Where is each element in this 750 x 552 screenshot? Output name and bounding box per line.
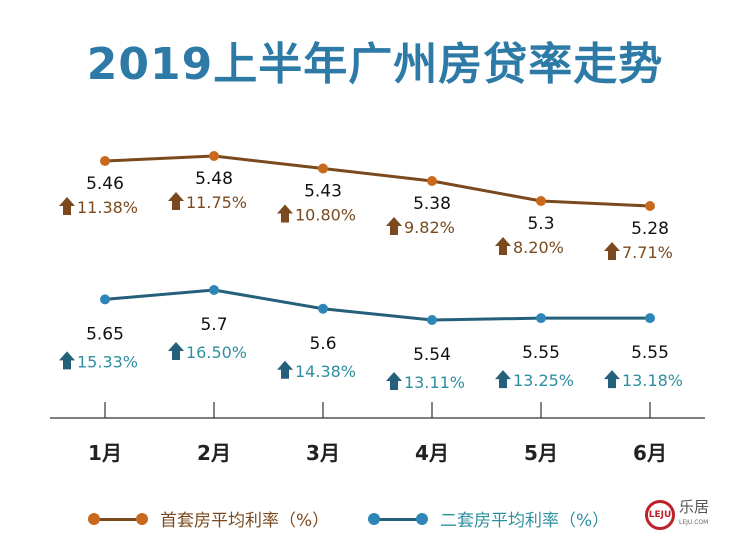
data-label: 5.6 xyxy=(309,334,336,354)
x-tick-label: 6月 xyxy=(633,441,667,465)
x-tick-label: 4月 xyxy=(415,441,449,465)
data-label: 5.55 xyxy=(631,343,669,363)
data-point xyxy=(100,294,110,305)
change-label: 11.75% xyxy=(186,193,247,212)
logo-sub: LEJU.COM xyxy=(679,519,709,526)
up-arrow-icon xyxy=(386,372,402,390)
legend-label: 首套房平均利率（%） xyxy=(160,511,330,531)
change-label: 8.20% xyxy=(513,238,564,257)
data-label: 5.46 xyxy=(86,174,124,194)
up-arrow-icon xyxy=(59,351,75,370)
data-point xyxy=(536,313,546,324)
up-arrow-icon xyxy=(277,204,293,223)
logo-mark: LEJU xyxy=(645,500,675,530)
data-point xyxy=(318,303,328,314)
series-line-0 xyxy=(104,154,651,208)
change-label: 10.80% xyxy=(295,206,356,225)
data-label: 5.38 xyxy=(413,194,451,214)
data-label: 5.48 xyxy=(195,169,233,189)
change-label: 14.38% xyxy=(295,362,356,381)
data-point xyxy=(318,163,328,174)
data-label: 5.65 xyxy=(86,324,124,344)
legend-item-second-home: 二套房平均利率（%） xyxy=(368,506,609,531)
change-label: 9.82% xyxy=(404,218,455,237)
up-arrow-icon xyxy=(168,342,184,360)
data-point xyxy=(100,156,110,166)
up-arrow-icon xyxy=(495,370,511,389)
data-label: 5.54 xyxy=(413,345,451,365)
leju-logo: LEJU 乐居 LEJU.COM xyxy=(645,500,709,530)
up-arrow-icon xyxy=(168,192,184,210)
data-label: 5.55 xyxy=(522,343,560,363)
x-tick-label: 3月 xyxy=(306,441,340,465)
x-tick-label: 5月 xyxy=(524,441,558,465)
up-arrow-icon xyxy=(59,197,75,215)
change-label: 11.38% xyxy=(77,198,138,217)
data-label: 5.7 xyxy=(200,315,227,335)
data-label: 5.28 xyxy=(631,219,669,239)
data-point xyxy=(209,151,219,161)
data-point xyxy=(645,313,655,324)
legend-marker-second-home xyxy=(368,512,428,526)
data-label: 5.43 xyxy=(304,182,342,202)
up-arrow-icon xyxy=(495,237,511,255)
change-label: 13.18% xyxy=(622,371,683,390)
up-arrow-icon xyxy=(277,360,293,379)
x-tick-label: 1月 xyxy=(88,441,122,465)
chart-title: 2019上半年广州房贷率走势 xyxy=(86,39,664,90)
data-point xyxy=(427,176,437,186)
legend-label: 二套房平均利率（%） xyxy=(440,511,610,531)
data-point xyxy=(536,196,546,206)
change-label: 7.71% xyxy=(622,243,673,262)
legend-marker-first-home xyxy=(88,512,148,526)
change-label: 13.25% xyxy=(513,371,574,390)
change-label: 13.11% xyxy=(404,373,465,392)
data-point xyxy=(645,201,655,211)
logo-cn: 乐居 xyxy=(679,498,710,516)
legend-item-first-home: 首套房平均利率（%） xyxy=(88,506,329,531)
up-arrow-icon xyxy=(604,242,620,260)
data-point xyxy=(427,315,437,325)
up-arrow-icon xyxy=(386,217,402,235)
x-tick-label: 2月 xyxy=(197,441,231,465)
series-line-1 xyxy=(104,288,650,322)
data-point xyxy=(209,285,219,295)
data-label: 5.3 xyxy=(527,214,554,234)
up-arrow-icon xyxy=(604,370,620,389)
change-label: 15.33% xyxy=(77,352,138,371)
change-label: 16.50% xyxy=(186,343,247,362)
